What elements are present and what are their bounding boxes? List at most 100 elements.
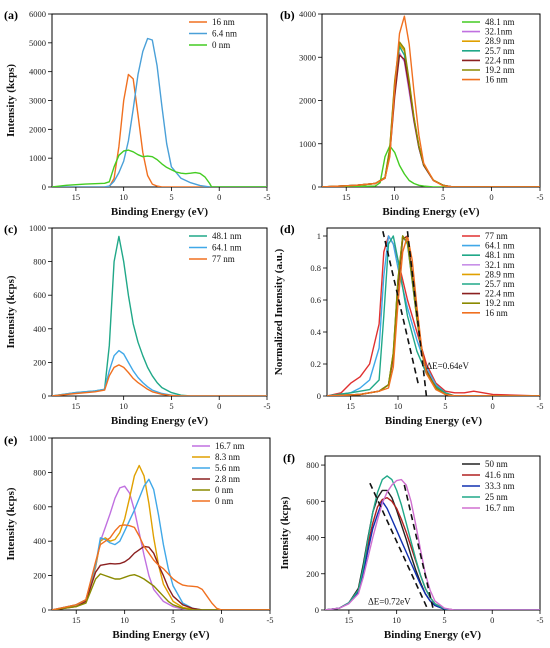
series-line-1: [52, 73, 267, 187]
series-line-4: [52, 545, 270, 610]
x-tick-label: 15: [345, 615, 354, 625]
x-tick-label: 0: [489, 192, 493, 202]
y-tick-label: 0.6: [310, 295, 321, 305]
x-tick-label: -5: [263, 401, 270, 411]
legend-entry: 16.7 nm: [485, 503, 515, 513]
plot-frame: [51, 437, 271, 611]
series-line-3: [52, 149, 267, 187]
legend-entry: 77 nm: [212, 254, 235, 264]
legend-entry: 25.7 nm: [485, 279, 515, 289]
x-tick-label: 0: [217, 192, 221, 202]
plot-frame: [324, 455, 541, 611]
legend-entry: 16.7 nm: [215, 441, 245, 451]
legend-entry: 28.9 nm: [485, 36, 515, 46]
y-tick-label: 3000: [29, 96, 46, 106]
x-tick-label: 5: [169, 192, 173, 202]
panel-d: 15 10 5 0 -5 0 0.2 0.4 0.6 0.8 1 Binding Energy (eV…: [273, 222, 544, 427]
y-tick-label: 800: [33, 467, 46, 477]
guide-line: [406, 231, 428, 397]
series-group: [327, 235, 540, 396]
y-axis-title: Intensity (kcps): [279, 496, 291, 569]
y-tick-label: 4000: [29, 67, 46, 77]
legend-entry: 0 nm: [212, 40, 230, 50]
delta-e-annotation: ΔE=0.64eV: [426, 361, 469, 371]
y-tick-label: 400: [33, 324, 46, 334]
y-axis-title: Normalized Intensity (a.u.): [273, 248, 285, 375]
series-line-1: [52, 235, 267, 396]
legend-entry: 16 nm: [485, 308, 508, 318]
series-line-2: [52, 464, 270, 610]
legend-entry: 25 nm: [485, 492, 508, 502]
x-tick-label: -5: [536, 192, 543, 202]
x-tick-label: 0: [219, 615, 223, 625]
guide-line: [382, 231, 420, 387]
y-tick-label: 5000: [29, 38, 46, 48]
legend-entry: 19.2 nm: [485, 298, 515, 308]
y-axis-title: Intensity (kcps): [5, 64, 17, 137]
y-tick-label: 1000: [29, 223, 46, 233]
y-tick-label: 200: [33, 571, 46, 581]
legend-entry: 6.4 nm: [212, 29, 237, 39]
legend-entry: 33.3 nm: [485, 481, 515, 491]
y-tick-label: 800: [306, 460, 319, 470]
panel-e: 15 10 5 0 -5 0 200 400 600 800 1000 Binding Energy …: [4, 433, 274, 641]
legend-entry: 25.7 nm: [485, 46, 515, 56]
series-line-1: [322, 145, 540, 187]
series-group: [322, 15, 540, 187]
x-tick-label: 0: [491, 401, 495, 411]
y-tick-label: 400: [306, 533, 319, 543]
legend-entry: 64.1 nm: [212, 243, 242, 253]
series-line-9: [327, 235, 540, 396]
series-line-5: [52, 573, 270, 610]
y-tick-label: 0: [317, 391, 321, 401]
x-tick-label: -5: [266, 615, 273, 625]
legend-entry: 48.1 nm: [212, 231, 242, 241]
x-tick-label: 10: [119, 192, 128, 202]
y-tick-label: 0: [42, 182, 46, 192]
x-tick-label: 10: [119, 401, 128, 411]
x-tick-label: 0: [217, 401, 221, 411]
x-tick-label: -5: [536, 401, 543, 411]
x-axis-title: Binding Energy (eV): [382, 206, 480, 218]
series-line-2: [52, 37, 267, 187]
legend-entry: 8.3 nm: [215, 452, 240, 462]
legend-entry: 64.1 nm: [485, 241, 515, 251]
guide-line: [403, 484, 434, 609]
legend-entry: 32.1 nm: [485, 260, 515, 270]
x-axis-title: Binding Energy (eV): [111, 415, 209, 427]
x-tick-label: 10: [120, 615, 129, 625]
panel-a: 15 10 5 0 -5 0 1000 2000 3000 4000 5000 6000 Binding…: [4, 8, 271, 218]
series-line-3: [52, 478, 270, 610]
legend-entry: 32.1nm: [485, 27, 512, 37]
series-line-2: [52, 349, 267, 396]
legend-entry: 2.8 nm: [215, 474, 240, 484]
series-line-4: [325, 475, 540, 610]
y-tick-label: 0: [42, 605, 46, 615]
series-line-3: [52, 364, 267, 396]
panel-label: (d): [280, 222, 295, 236]
y-tick-label: 400: [33, 536, 46, 546]
legend-entry: 22.4 nm: [485, 55, 515, 65]
x-axis-title: Binding Energy (eV): [385, 415, 483, 427]
series-group: [52, 464, 270, 610]
legend-entry: 22.4 nm: [485, 289, 515, 299]
x-tick-label: 15: [72, 615, 81, 625]
series-line-3: [325, 500, 540, 610]
x-tick-label: 15: [342, 192, 351, 202]
panel-label: (f): [283, 451, 295, 465]
y-tick-label: 0: [315, 605, 319, 615]
series-line-5: [325, 478, 540, 610]
series-line-3: [327, 235, 540, 396]
legend-entry: 16 nm: [212, 17, 235, 27]
x-axis-title: Binding Energy (eV): [112, 629, 210, 641]
legend-entry: 50 nm: [485, 459, 508, 469]
panel-label: (b): [280, 8, 295, 22]
series-line-8: [327, 235, 540, 396]
y-tick-label: 2000: [29, 124, 46, 134]
panel-f: 15 10 5 0 -5 0 200 400 600 800 Binding Energy (eV)…: [279, 451, 544, 641]
y-tick-label: 600: [33, 290, 46, 300]
y-axis-title: Intensity (kcps): [5, 275, 17, 348]
y-axis-title: Intensity (kcps): [5, 487, 17, 560]
y-tick-label: 200: [33, 357, 46, 367]
